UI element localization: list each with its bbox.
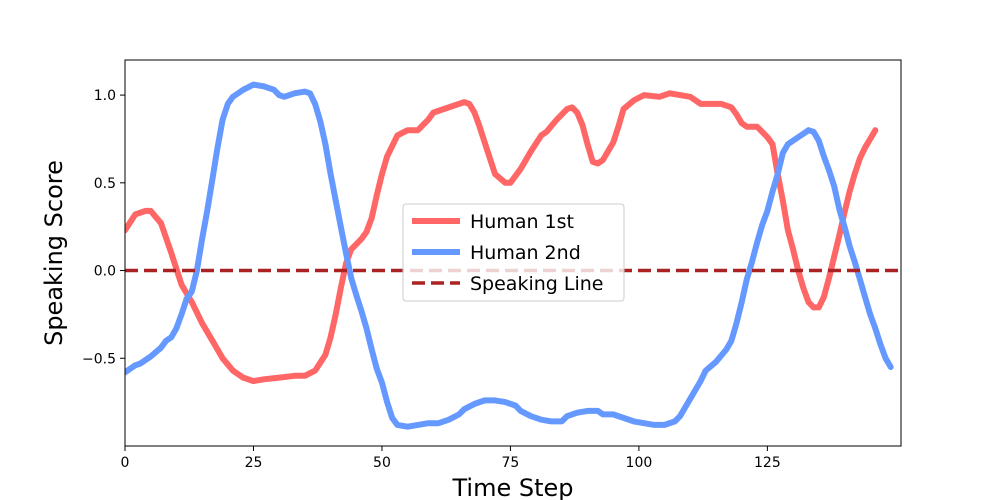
series-line-human-1st <box>125 90 879 385</box>
x-tick-label: 75 <box>502 455 520 471</box>
y-tick-label: −0.5 <box>82 351 116 367</box>
series-line-human-2nd <box>125 81 894 430</box>
x-axis-label: Time Step <box>451 474 573 500</box>
y-tick-label: 0.0 <box>94 264 116 280</box>
x-tick-label: 125 <box>754 455 781 471</box>
legend: Human 1st Human 2nd Speaking Line <box>402 203 625 302</box>
legend-label-human-1st: Human 1st <box>470 211 574 233</box>
legend-label-speaking-line: Speaking Line <box>470 273 603 295</box>
legend-box <box>402 203 625 302</box>
x-tick-label: 25 <box>245 455 263 471</box>
y-axis-label: Speaking Score <box>40 160 68 346</box>
legend-label-human-2nd: Human 2nd <box>470 242 581 264</box>
y-tick-label: 1.0 <box>94 88 116 104</box>
plot-frame <box>124 59 902 447</box>
x-tick-label: 50 <box>373 455 391 471</box>
axis-ticks: 0 25 50 75 100 125 −0.5 0.0 0.5 1.0 <box>82 88 781 471</box>
y-tick-label: 0.5 <box>94 176 116 192</box>
x-tick-label: 0 <box>121 455 130 471</box>
x-tick-label: 100 <box>626 455 653 471</box>
